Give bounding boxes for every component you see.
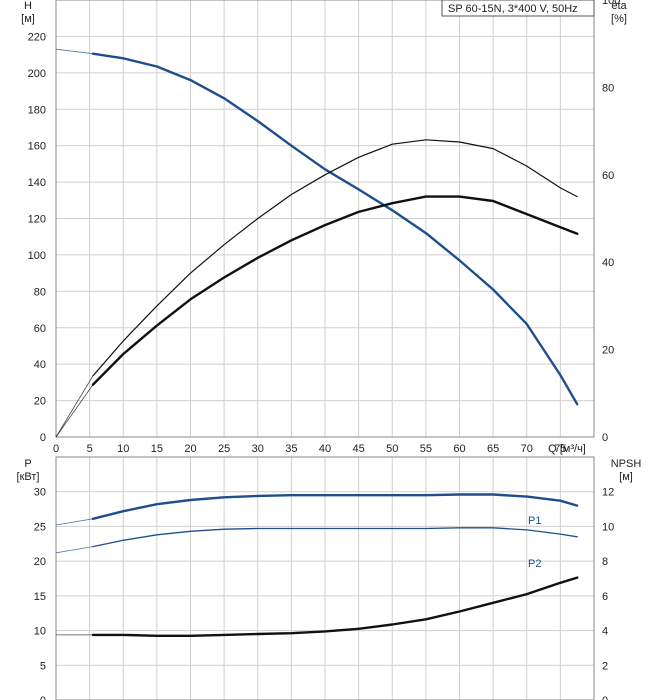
upper-right-tick-labels: 0 20 40 60 80 100 (602, 0, 620, 444)
upper-chart-panel: 0 5 10 15 20 25 30 35 40 45 50 55 60 65 70 75 0 20 40 60 80… (21, 0, 628, 455)
y-right-tick-label: 0 (602, 432, 608, 444)
lower-right-axis-label-symbol: NPSH (611, 458, 642, 470)
lower-left-axis-label-symbol: P (24, 458, 31, 470)
y-left-tick-label: 40 (34, 359, 46, 371)
y-left-tick-label: 180 (28, 104, 46, 116)
y-left-tick-label: 30 (34, 487, 46, 499)
legend-box (441, 0, 595, 17)
lower-right-axis-label-unit: [м] (619, 471, 633, 483)
y-left-tick-label: 220 (28, 31, 46, 43)
series-extension-p2 (55, 546, 94, 554)
x-tick-label: 55 (420, 443, 432, 455)
legend-text: SP 60-15N, 3*400 V, 50Hz (448, 3, 578, 15)
y-left-tick-label: 100 (28, 250, 46, 262)
y-left-tick-label: 20 (34, 556, 46, 568)
y-right-tick-label: 8 (602, 556, 608, 568)
y-right-tick-label: 40 (602, 257, 614, 269)
y-right-tick-label: 80 (602, 82, 614, 94)
series-line-p2 (92, 527, 578, 548)
y-left-tick-label: 80 (34, 286, 46, 298)
upper-x-tick-labels: 0 5 10 15 20 25 30 35 40 45 50 55 60 65 70 75 (53, 443, 567, 455)
x-tick-label: 15 (151, 443, 163, 455)
upper-series-group (55, 48, 579, 438)
x-tick-label: 40 (319, 443, 331, 455)
series-extension-eta-thin (55, 375, 94, 438)
y-left-tick-label: 60 (34, 323, 46, 335)
x-tick-label: 60 (453, 443, 465, 455)
upper-right-axis-label-symbol: eta (611, 0, 627, 12)
x-tick-label: 70 (521, 443, 533, 455)
series-extension-p1 (55, 518, 94, 526)
series-extension-h (55, 48, 94, 55)
lower-left-axis-label-unit: [кВт] (17, 471, 40, 483)
upper-right-axis-label-unit: [%] (611, 13, 627, 25)
x-tick-label: 65 (487, 443, 499, 455)
y-right-tick-label: 0 (602, 695, 608, 700)
upper-grid (55, 0, 595, 438)
series-line-eta-thin (92, 139, 578, 377)
series-label-p2: P2 (528, 558, 541, 570)
y-right-tick-label: 4 (602, 626, 608, 638)
lower-plot-frame (55, 456, 595, 700)
y-left-tick-label: 200 (28, 68, 46, 80)
series-line-h (91, 52, 579, 406)
y-right-tick-label: 6 (602, 591, 608, 603)
x-tick-label: 75 (554, 443, 566, 455)
lower-series-group (55, 493, 579, 637)
x-tick-label: 30 (252, 443, 264, 455)
x-tick-label: 20 (184, 443, 196, 455)
lower-grid (55, 456, 595, 700)
y-left-tick-label: 20 (34, 396, 46, 408)
y-left-tick-label: 120 (28, 214, 46, 226)
y-left-tick-label: 160 (28, 141, 46, 153)
y-right-tick-label: 20 (602, 345, 614, 357)
series-line-eta-thick (91, 195, 579, 386)
x-tick-label: 25 (218, 443, 230, 455)
y-right-tick-label: 2 (602, 660, 608, 672)
y-left-tick-label: 25 (34, 521, 46, 533)
y-left-tick-label: 5 (40, 660, 46, 672)
upper-left-tick-labels: 0 20 40 60 80 100 120 140 160 180 200 220 (28, 31, 46, 444)
upper-plot-frame (55, 0, 595, 438)
y-left-tick-label: 0 (40, 432, 46, 444)
y-left-tick-label: 15 (34, 591, 46, 603)
lower-left-tick-labels: 0 5 10 15 20 25 30 (34, 487, 46, 700)
x-tick-label: 35 (285, 443, 297, 455)
y-left-tick-label: 10 (34, 626, 46, 638)
y-right-tick-label: 60 (602, 170, 614, 182)
x-tick-label: 10 (117, 443, 129, 455)
x-tick-label: 50 (386, 443, 398, 455)
series-line-npsh (91, 576, 579, 637)
x-tick-label: 45 (353, 443, 365, 455)
upper-left-axis-label-symbol: H (24, 0, 32, 12)
x-tick-label: 0 (53, 443, 59, 455)
series-line-p1 (91, 493, 579, 520)
y-right-tick-label: 100 (602, 0, 620, 7)
upper-left-axis-label-unit: [м] (21, 13, 35, 25)
y-right-tick-label: 10 (602, 521, 614, 533)
y-left-tick-label: 140 (28, 177, 46, 189)
x-tick-label: 5 (87, 443, 93, 455)
lower-right-tick-labels: 0 2 4 6 8 10 12 (602, 487, 614, 700)
series-label-p1: P1 (528, 515, 541, 527)
series-extension-eta-thick (55, 384, 94, 438)
y-left-tick-label: 0 (40, 695, 46, 700)
x-axis-label: Q [м³/ч] (548, 443, 586, 455)
y-right-tick-label: 12 (602, 487, 614, 499)
